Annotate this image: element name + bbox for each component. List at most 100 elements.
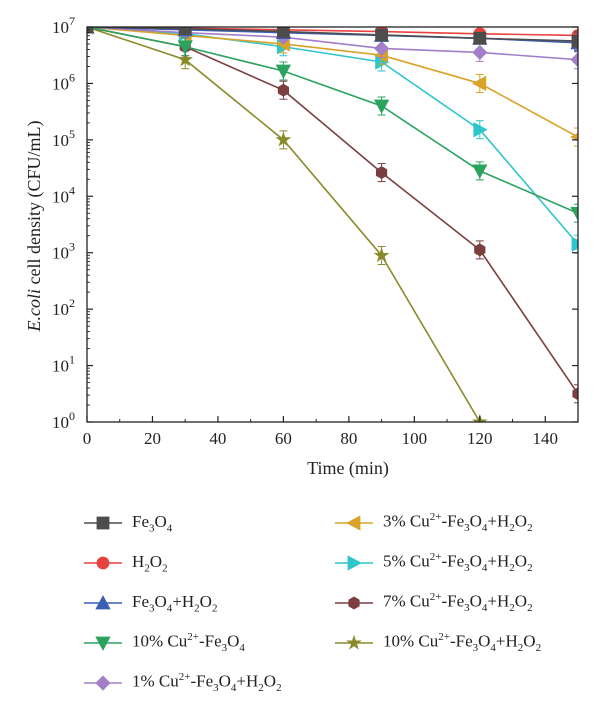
y-tick-label: 103 (52, 240, 75, 263)
y-tick-label: 101 (52, 353, 75, 376)
data-point (275, 131, 292, 147)
y-tick-base: 10 (52, 74, 69, 93)
data-point (275, 64, 292, 79)
legend-swatch (84, 556, 122, 570)
y-tick-label: 105 (52, 127, 75, 150)
y-tick-base: 10 (52, 244, 69, 263)
series-4 (87, 27, 578, 223)
legend: Fe3O4 H2O2 Fe3O4+H2O2 10% Cu2+-Fe3O4 1% Cu2+… (0, 500, 600, 710)
data-point (373, 99, 390, 114)
legend-swatch (335, 515, 373, 531)
data-point (348, 596, 360, 610)
y-axis-title-italic: E.coli (24, 289, 44, 333)
data-point (347, 555, 362, 571)
y-tick-base: 10 (52, 300, 69, 319)
x-tick-label: 40 (209, 429, 226, 448)
x-tick-label: 100 (402, 429, 428, 448)
data-point (473, 122, 488, 138)
series-line (87, 27, 578, 395)
data-point (572, 387, 578, 401)
legend-item: 5% Cu2+-Fe3O4+H2O2 (335, 550, 533, 576)
data-point (472, 44, 488, 60)
data-point (346, 515, 361, 531)
y-tick-base: 10 (52, 413, 69, 432)
y-tick-exponent: 4 (69, 183, 75, 197)
series-line (87, 27, 578, 245)
legend-item: 7% Cu2+-Fe3O4+H2O2 (335, 590, 533, 616)
series-line (87, 27, 578, 138)
data-point (95, 636, 111, 651)
legend-label: 10% Cu2+-Fe3O4 (132, 631, 245, 655)
data-point (472, 164, 488, 179)
legend-swatch (335, 634, 373, 650)
data-point (374, 40, 390, 57)
legend-label: 3% Cu2+-Fe3O4+H2O2 (383, 511, 533, 535)
y-tick-label: 104 (52, 183, 75, 206)
series-line (87, 27, 481, 422)
y-tick-label: 102 (52, 296, 75, 319)
legend-swatch (335, 555, 373, 571)
y-tick-base: 10 (52, 187, 69, 206)
plot-frame (86, 26, 579, 423)
data-point (276, 27, 290, 38)
legend-item: 3% Cu2+-Fe3O4+H2O2 (335, 510, 533, 536)
legend-swatch (84, 516, 122, 530)
data-point (473, 31, 487, 45)
series-9 (87, 27, 488, 422)
legend-label: 7% Cu2+-Fe3O4+H2O2 (383, 591, 533, 615)
data-point (277, 83, 289, 97)
legend-item: H2O2 (84, 550, 168, 576)
axes-layer: 0 20 40 60 80 100 120 1401001011021031041051061… (52, 14, 579, 448)
x-tick-label: 120 (467, 429, 493, 448)
y-tick-exponent: 0 (69, 409, 75, 423)
legend-item: 10% Cu2+-Fe3O4 (84, 630, 245, 656)
series-3 (87, 27, 578, 53)
y-tick-base: 10 (52, 357, 69, 376)
data-point (571, 34, 578, 48)
series-line (87, 27, 578, 42)
data-point (375, 28, 389, 42)
legend-label: H2O2 (132, 551, 168, 575)
y-tick-exponent: 1 (69, 353, 75, 367)
x-tick-label: 140 (533, 429, 559, 448)
x-axis-title: Time (min) (307, 458, 389, 479)
legend-label: Fe3O4 (132, 511, 173, 535)
y-tick-exponent: 7 (69, 14, 75, 28)
series-line (87, 27, 578, 214)
chart: 0 20 40 60 80 100 120 1401001011021031041051061… (24, 14, 579, 479)
y-tick-label: 106 (52, 70, 75, 93)
legend-swatch (84, 595, 122, 610)
y-tick-exponent: 6 (69, 70, 75, 84)
x-tick-label: 80 (340, 429, 357, 448)
data-point (373, 247, 390, 263)
y-tick-label: 107 (52, 14, 75, 37)
data-point (177, 51, 194, 67)
data-point (96, 516, 110, 530)
y-axis-title-rest: cell density (CFU/mL) (24, 121, 45, 289)
x-tick-label: 60 (275, 429, 292, 448)
legend-item: Fe3O4 (84, 510, 172, 536)
legend-item: Fe3O4+H2O2 (84, 590, 217, 616)
data-point (471, 75, 487, 92)
series-layer (87, 27, 578, 422)
legend-item: 10% Cu2+-Fe3O4+H2O2 (335, 630, 541, 656)
y-tick-exponent: 3 (69, 240, 75, 254)
y-tick-exponent: 5 (69, 127, 75, 141)
legend-swatch (84, 636, 122, 651)
legend-swatch (335, 596, 373, 610)
data-point (570, 52, 578, 68)
y-axis-title: E.coli cell density (CFU/mL) (24, 121, 45, 333)
x-tick-label: 0 (83, 429, 92, 448)
series-1 (87, 27, 578, 51)
data-point (177, 40, 193, 55)
legend-label: 5% Cu2+-Fe3O4+H2O2 (383, 551, 533, 575)
y-tick-label: 100 (52, 409, 75, 432)
data-point (95, 675, 111, 691)
legend-item: 1% Cu2+-Fe3O4+H2O2 (84, 670, 282, 696)
series-8 (87, 27, 578, 404)
data-point (95, 595, 111, 610)
data-point (571, 236, 578, 252)
legend-label: Fe3O4+H2O2 (132, 591, 218, 615)
legend-label: 10% Cu2+-Fe3O4+H2O2 (383, 631, 542, 655)
y-tick-exponent: 2 (69, 296, 75, 310)
